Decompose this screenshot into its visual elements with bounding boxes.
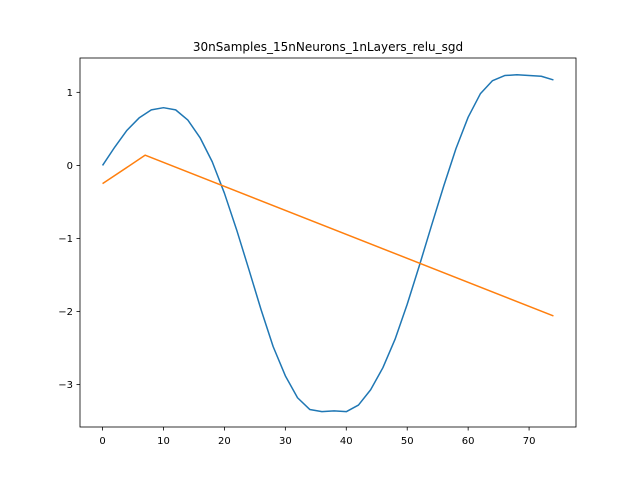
y-tick-label: 0 (67, 161, 73, 172)
x-tick-label: 10 (157, 436, 170, 447)
y-axis: −3 −2 −1 0 1 (58, 88, 80, 391)
chart-title: 30nSamples_15nNeurons_1nLayers_relu_sgd (193, 40, 463, 54)
x-tick-label: 40 (340, 436, 353, 447)
y-tick-label: 1 (67, 88, 73, 99)
series-layer (101, 74, 554, 413)
plot-frame (79, 57, 577, 428)
x-tick-label: 50 (401, 436, 414, 447)
x-tick-label: 0 (99, 436, 105, 447)
series-line-1 (101, 74, 554, 413)
x-tick-label: 60 (462, 436, 475, 447)
y-tick-label: −1 (58, 234, 73, 245)
x-tick-label: 30 (279, 436, 292, 447)
series-line-2 (102, 154, 554, 317)
x-tick-label: 70 (523, 436, 536, 447)
x-tick-label: 20 (218, 436, 231, 447)
y-tick-label: −3 (58, 380, 73, 391)
y-tick-label: −2 (58, 307, 73, 318)
x-axis: 0 10 20 30 40 50 60 70 (99, 427, 535, 447)
